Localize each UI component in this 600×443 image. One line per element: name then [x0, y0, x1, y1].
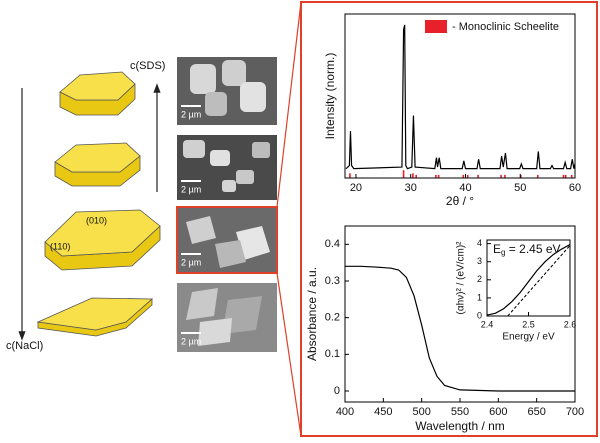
scale-bar	[181, 253, 201, 255]
y-axis-label: Absorbance / a.u.	[305, 267, 319, 361]
face-label: (010)	[86, 215, 107, 225]
y-tick-label: 0	[334, 385, 340, 397]
y-tick-label: 2	[477, 274, 482, 284]
x-tick-label: 400	[336, 406, 354, 418]
x-tick-label: 600	[489, 406, 507, 418]
y-tick-label: 0.3	[325, 275, 340, 287]
x-tick-label: 500	[412, 406, 430, 418]
y-tick-label: 0	[477, 310, 482, 320]
y-tick-label: 1	[477, 292, 482, 302]
scale-bar	[181, 332, 201, 334]
data-line	[345, 24, 576, 170]
y-tick-label: 0.1	[325, 348, 340, 360]
crystal-1	[59, 71, 136, 116]
x-axis-label: 2θ / °	[446, 194, 474, 208]
scale-bar-label: 2 µm	[181, 184, 201, 194]
scale-bar	[181, 105, 201, 107]
x-tick-label: 60	[569, 182, 581, 194]
x-axis-label: Wavelength / nm	[415, 419, 505, 433]
x-tick-label: 2.6	[564, 319, 577, 329]
data-line	[486, 243, 571, 316]
crystal-3	[44, 209, 161, 271]
y-tick-label: 3	[477, 256, 482, 266]
x-tick-label: 30	[405, 182, 417, 194]
sem-image	[177, 283, 277, 352]
annotation-symbol: E	[493, 242, 501, 256]
y-axis-label: (αhν)² / (eV/cm)²	[456, 241, 467, 315]
x-tick-label: 20	[350, 182, 362, 194]
annotation: Eg = 2.45 eV	[493, 242, 561, 257]
face-label: (110)	[50, 241, 70, 251]
legend-label: - Monoclinic Scheelite	[452, 21, 559, 33]
x-tick-label: 450	[374, 406, 392, 418]
sem-image	[177, 135, 277, 200]
crystal-2	[54, 142, 141, 187]
y-tick-label: 4	[477, 238, 482, 248]
zoom-line	[276, 1, 302, 208]
data-line	[345, 265, 575, 392]
x-tick-label: 2.5	[522, 319, 535, 329]
annotation-text: = 2.45 eV	[505, 242, 560, 256]
crystal-4	[36, 297, 154, 337]
annotation-subscript: g	[501, 248, 505, 257]
x-tick-label: 2.4	[481, 319, 494, 329]
legend-swatch	[425, 20, 447, 33]
x-tick-label: 50	[514, 182, 526, 194]
zoom-line	[276, 272, 302, 437]
axes-frame	[344, 13, 576, 179]
data-line	[507, 245, 571, 317]
y-tick-label: 0.4	[325, 238, 340, 250]
scale-bar-label: 2 µm	[181, 109, 201, 119]
scale-bar-label: 2 µm	[181, 336, 201, 346]
nacl-label: c(NaCl)	[6, 340, 43, 352]
x-tick-label: 40	[459, 182, 471, 194]
scale-bar-label: 2 µm	[181, 257, 201, 267]
x-tick-label: 700	[566, 406, 584, 418]
x-tick-label: 550	[451, 406, 469, 418]
sds-label: c(SDS)	[130, 60, 165, 72]
scale-bar	[181, 180, 201, 182]
sem-image	[177, 57, 277, 125]
zoom-frame	[300, 1, 598, 437]
x-tick-label: 650	[527, 406, 545, 418]
x-axis-label: Energy / eV	[502, 332, 555, 343]
sem-image	[176, 206, 278, 274]
y-axis-label: Intensity (norm.)	[323, 53, 337, 140]
y-tick-label: 0.2	[325, 312, 340, 324]
